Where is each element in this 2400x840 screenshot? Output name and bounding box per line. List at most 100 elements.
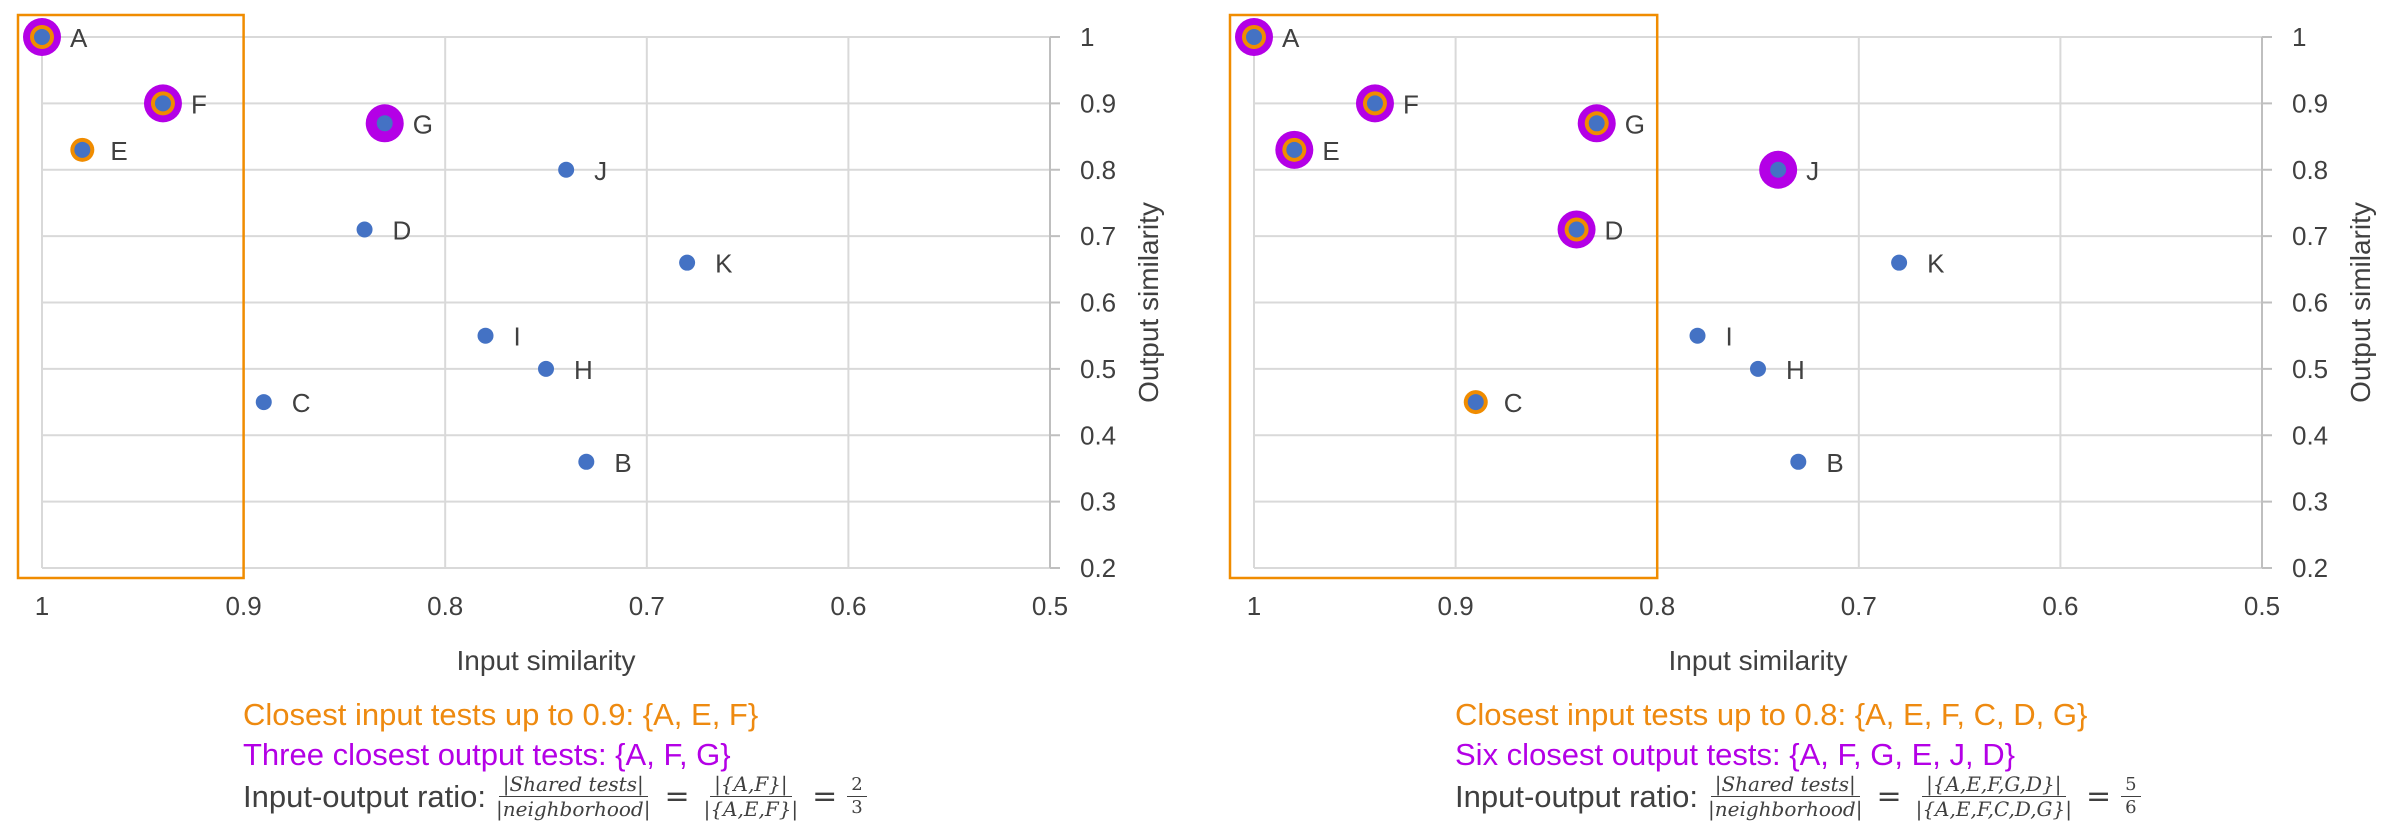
data-point [1366, 95, 1383, 112]
point-f: F [1355, 84, 1419, 123]
point-b: B [1790, 448, 1844, 478]
data-point [1467, 394, 1484, 411]
point-label: C [1504, 388, 1523, 418]
data-point [1790, 453, 1807, 470]
x-tick-label: 0.8 [1639, 591, 1675, 621]
y-tick-label: 0.8 [1080, 155, 1116, 185]
point-d: D [356, 215, 412, 245]
equals-sign: = [2086, 778, 2112, 814]
input-neighborhood-caption: Closest input tests up to 0.8: {A, E, F,… [1455, 697, 2088, 732]
point-label: J [1806, 156, 1819, 186]
left-panel: 1 0.9 0.8 0.7 0.6 0.5 0.4 0.3 0.2 1 0.9 0.8 0.7 0.6 0.… [16, 13, 1164, 821]
x-tick-label: 0.5 [1032, 591, 1068, 621]
y-tick-label: 0.3 [2292, 487, 2328, 517]
x-tick-label: 0.5 [2244, 591, 2280, 621]
data-point [74, 141, 91, 158]
y-tick-label: 1 [2292, 22, 2306, 52]
point-i: I [477, 322, 521, 352]
point-label: D [393, 215, 412, 245]
point-label: J [594, 156, 607, 186]
point-e: E [70, 136, 128, 166]
right-panel: 1 0.9 0.8 0.7 0.6 0.5 0.4 0.3 0.2 1 0.9 0.8 0.7 0.6 0.… [1212, 0, 2400, 840]
ratio-caption: Input-output ratio: |Shared tests| |neig… [243, 772, 873, 821]
data-point [538, 360, 554, 377]
point-label: E [1322, 136, 1339, 166]
ratio-label: Input-output ratio: [243, 778, 486, 814]
data-point [679, 254, 696, 271]
x-tick-label: 0.6 [830, 591, 866, 621]
y-tick-label: 0.4 [2292, 420, 2328, 450]
fraction-denominator: |{A,E,F}| [703, 797, 799, 821]
point-label: I [514, 322, 521, 352]
point-b: B [578, 448, 632, 478]
scatter-chart-right: 1 0.9 0.8 0.7 0.6 0.5 0.4 0.3 0.2 1 0.9 0.8 0.7 0.6 0.… [1228, 13, 2376, 676]
point-label: K [1927, 249, 1945, 279]
ratio-fraction-general: |Shared tests| |neighborhood| [492, 772, 654, 821]
fraction-denominator: |neighborhood| [1708, 797, 1863, 821]
ratio-fraction-general: |Shared tests| |neighborhood| [1704, 772, 1866, 821]
data-point [1246, 29, 1262, 45]
output-neighborhood-caption: Three closest output tests: {A, F, G} [243, 737, 731, 772]
point-c: C [1463, 388, 1523, 418]
point-j: J [558, 156, 607, 186]
y-tick-label: 0.4 [1080, 420, 1116, 450]
fraction-denominator: |{A,E,F,C,D,G}| [1915, 797, 2072, 821]
y-axis-title: Output similarity [1133, 202, 1164, 403]
data-point [356, 221, 373, 238]
point-h: H [1750, 355, 1805, 385]
neighborhood-box [1228, 13, 1659, 580]
y-tick-label: 0.3 [1080, 487, 1116, 517]
point-label: B [1826, 448, 1843, 478]
data-point [578, 453, 595, 470]
data-point [376, 115, 393, 132]
y-axis-title: Output similarity [2345, 202, 2376, 403]
point-j: J [1759, 150, 1819, 189]
y-tick-label: 0.9 [2292, 88, 2328, 118]
fraction-numerator: |Shared tests| [1710, 772, 1860, 797]
x-tick-label: 0.7 [1841, 591, 1877, 621]
data-point [34, 29, 50, 45]
x-axis-title: Input similarity [457, 645, 636, 676]
equals-sign: = [664, 778, 690, 814]
point-label: A [1282, 23, 1300, 53]
point-label: C [292, 388, 311, 418]
input-neighborhood-caption: Closest input tests up to 0.9: {A, E, F} [243, 697, 759, 732]
data-point [1750, 360, 1766, 377]
ratio-fraction-sets: |{A,F}| |{A,E,F}| [700, 772, 803, 821]
ratio-caption: Input-output ratio: |Shared tests| |neig… [1455, 772, 2147, 821]
data-point [1689, 327, 1706, 344]
data-point [477, 327, 494, 344]
point-label: G [413, 109, 433, 139]
data-point [1770, 161, 1787, 178]
x-tick-label: 1 [35, 591, 49, 621]
point-i: I [1689, 322, 1733, 352]
point-label: G [1625, 109, 1645, 139]
data-point [1891, 254, 1908, 271]
point-label: I [1726, 322, 1733, 352]
point-d: D [1557, 210, 1624, 249]
point-label: D [1605, 215, 1624, 245]
fraction-numerator: |Shared tests| [498, 772, 648, 797]
point-c: C [255, 388, 311, 418]
point-label: F [1403, 89, 1419, 119]
point-label: H [574, 355, 593, 385]
ratio-result: 2 3 [847, 774, 867, 819]
fraction-denominator: 3 [851, 797, 863, 818]
y-tick-label: 0.5 [2292, 354, 2328, 384]
y-tick-label: 0.9 [1080, 88, 1116, 118]
x-tick-label: 0.7 [629, 591, 665, 621]
point-a: A [23, 18, 88, 56]
fraction-numerator: 2 [847, 774, 867, 797]
y-tick-label: 0.6 [1080, 288, 1116, 318]
neighborhood-box [16, 13, 245, 580]
y-tick-label: 0.7 [1080, 221, 1116, 251]
x-tick-label: 0.8 [427, 591, 463, 621]
point-label: A [70, 23, 88, 53]
y-tick-label: 0.7 [2292, 221, 2328, 251]
y-tick-label: 0.2 [1080, 553, 1116, 583]
fraction-denominator: |neighborhood| [496, 797, 651, 821]
point-label: B [614, 448, 631, 478]
point-k: K [1891, 249, 1945, 279]
x-tick-label: 1 [1247, 591, 1261, 621]
point-a: A [1235, 18, 1300, 56]
